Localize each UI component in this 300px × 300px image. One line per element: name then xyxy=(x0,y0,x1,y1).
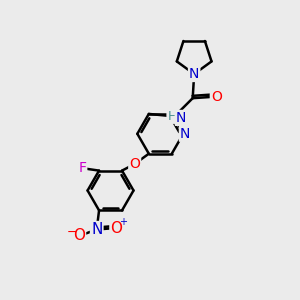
Text: N: N xyxy=(180,127,190,141)
Text: −: − xyxy=(67,226,77,239)
Text: O: O xyxy=(129,157,140,171)
Text: F: F xyxy=(78,161,86,175)
Text: N: N xyxy=(176,111,186,125)
Text: O: O xyxy=(110,220,122,236)
Text: N: N xyxy=(189,67,200,81)
Text: O: O xyxy=(211,90,222,104)
Text: H: H xyxy=(167,110,177,123)
Text: N: N xyxy=(91,222,102,237)
Text: +: + xyxy=(119,217,127,226)
Text: O: O xyxy=(73,228,85,243)
